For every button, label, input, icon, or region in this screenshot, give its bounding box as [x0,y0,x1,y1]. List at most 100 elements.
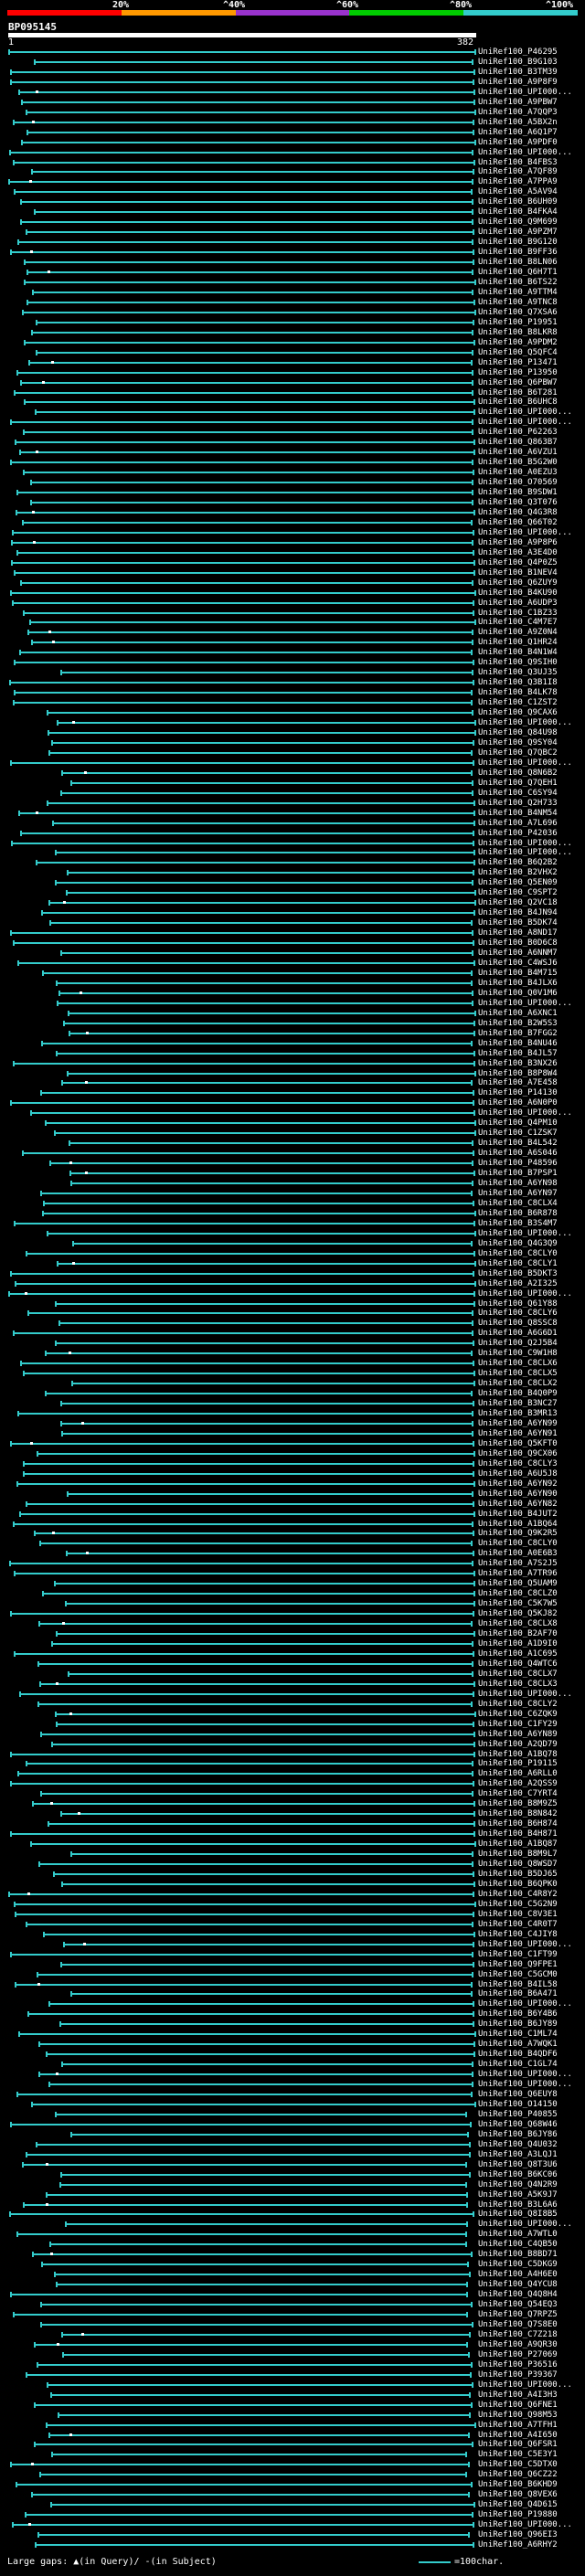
hit-link[interactable]: UniRef100_C5GCM0 [478,1969,558,1979]
hit-link[interactable]: UniRef100_Q6FSR1 [478,2440,558,2450]
hit-link[interactable]: UniRef100_A6N0P0 [478,1098,558,1108]
hit-link[interactable]: UniRef100_P46295 [478,48,558,57]
hit-link[interactable]: UniRef100_C8V3E1 [478,1909,558,1919]
hit-link[interactable]: UniRef100_B9SDW1 [478,488,558,498]
hit-link[interactable]: UniRef100_Q3UJ35 [478,668,558,678]
hit-link[interactable]: UniRef100_C1GL74 [478,2060,558,2070]
hit-link[interactable]: UniRef100_B4L542 [478,1139,558,1149]
hit-link[interactable]: UniRef100_C5E3Y1 [478,2450,558,2460]
hit-link[interactable]: UniRef100_A7PPA9 [478,177,558,187]
hit-link[interactable]: UniRef100_B4M715 [478,968,558,978]
hit-link[interactable]: UniRef100_A7TR96 [478,1569,558,1579]
hit-link[interactable]: UniRef100_P19951 [478,317,558,327]
hit-link[interactable]: UniRef100_A5K9J7 [478,2189,558,2200]
hit-link[interactable]: UniRef100_Q6CZ22 [478,2470,558,2480]
hit-link[interactable]: UniRef100_Q8I8B5 [478,2210,558,2220]
hit-link[interactable]: UniRef100_B4IL58 [478,1979,558,1989]
hit-link[interactable]: UniRef100_A7L696 [478,818,558,828]
hit-link[interactable]: UniRef100_P19880 [478,2510,558,2520]
hit-link[interactable]: UniRef100_A6YN98 [478,1179,558,1189]
hit-link[interactable]: UniRef100_C8CLY2 [478,1699,558,1709]
hit-link[interactable]: UniRef100_A6U5J8 [478,1468,558,1479]
hit-link[interactable]: UniRef100_Q4YCU8 [478,2280,558,2290]
hit-link[interactable]: UniRef100_Q4N2R9 [478,2179,558,2189]
hit-link[interactable]: UniRef100_C8CLY0 [478,1248,558,1258]
hit-link[interactable]: UniRef100_Q5QFC4 [478,347,558,357]
hit-link[interactable]: UniRef100_P13950 [478,367,558,377]
hit-link[interactable]: UniRef100_B6R878 [478,1208,558,1218]
hit-link[interactable]: UniRef100_B4NM54 [478,808,558,818]
hit-link[interactable]: UniRef100_C8CLX6 [478,1359,558,1369]
hit-link[interactable]: UniRef100_Q4D615 [478,2500,558,2510]
hit-link[interactable]: UniRef100_C5DKG9 [478,2260,558,2270]
hit-link[interactable]: UniRef100_UPI000... [478,527,572,537]
hit-link[interactable]: UniRef100_B6Y4B6 [478,2009,558,2019]
hit-link[interactable]: UniRef100_B6H874 [478,1819,558,1829]
hit-link[interactable]: UniRef100_Q9FPE1 [478,1959,558,1969]
hit-link[interactable]: UniRef100_A3LQJ1 [478,2149,558,2159]
hit-link[interactable]: UniRef100_A9TTM4 [478,287,558,297]
hit-link[interactable]: UniRef100_Q9K2R5 [478,1529,558,1539]
hit-link[interactable]: UniRef100_C1ZST2 [478,698,558,708]
hit-link[interactable]: UniRef100_Q4U032 [478,2139,558,2149]
hit-link[interactable]: UniRef100_B8N842 [478,1809,558,1819]
hit-link[interactable]: UniRef100_Q9SIH0 [478,658,558,668]
hit-link[interactable]: UniRef100_UPI000... [478,2220,572,2230]
hit-link[interactable]: UniRef100_A6YN99 [478,1418,558,1428]
hit-link[interactable]: UniRef100_C8CLX2 [478,1379,558,1389]
hit-link[interactable]: UniRef100_C9W1H8 [478,1349,558,1359]
hit-link[interactable]: UniRef100_B8P8W4 [478,1068,558,1078]
hit-link[interactable]: UniRef100_B4JL57 [478,1048,558,1058]
hit-link[interactable]: UniRef100_A0E6B3 [478,1549,558,1559]
hit-link[interactable]: UniRef100_UPI000... [478,998,572,1008]
hit-link[interactable]: UniRef100_C4R0T7 [478,1919,558,1929]
hit-link[interactable]: UniRef100_C4M7E7 [478,618,558,628]
hit-link[interactable]: UniRef100_UPI000... [478,2520,572,2530]
hit-link[interactable]: UniRef100_C8CLY6 [478,1309,558,1319]
hit-link[interactable]: UniRef100_Q6H7T1 [478,268,558,278]
hit-link[interactable]: UniRef100_C5K7W5 [478,1599,558,1609]
hit-link[interactable]: UniRef100_Q98M53 [478,2410,558,2420]
hit-link[interactable]: UniRef100_C8CLX8 [478,1619,558,1629]
hit-link[interactable]: UniRef100_C1FT99 [478,1949,558,1959]
hit-link[interactable]: UniRef100_A6S046 [478,1149,558,1159]
hit-link[interactable]: UniRef100_C8CLX5 [478,1369,558,1379]
hit-link[interactable]: UniRef100_A2QSS9 [478,1779,558,1789]
hit-link[interactable]: UniRef100_A0EZU3 [478,468,558,478]
hit-link[interactable]: UniRef100_Q9CAX6 [478,708,558,718]
hit-link[interactable]: UniRef100_B4NU46 [478,1038,558,1048]
hit-link[interactable]: UniRef100_B7PSP1 [478,1169,558,1179]
hit-link[interactable]: UniRef100_B8M9Z5 [478,1799,558,1809]
hit-link[interactable]: UniRef100_A8ND17 [478,928,558,938]
hit-link[interactable]: UniRef100_B2W5S3 [478,1018,558,1028]
hit-link[interactable]: UniRef100_O14150 [478,2099,558,2109]
hit-link[interactable]: UniRef100_A6YN92 [478,1479,558,1489]
hit-link[interactable]: UniRef100_A7E458 [478,1078,558,1088]
hit-link[interactable]: UniRef100_Q4Q8H4 [478,2290,558,2300]
hit-link[interactable]: UniRef100_P40855 [478,2109,558,2119]
hit-link[interactable]: UniRef100_B1NEV4 [478,567,558,578]
hit-link[interactable]: UniRef100_B8M9L7 [478,1850,558,1860]
hit-link[interactable]: UniRef100_Q863B7 [478,438,558,448]
hit-link[interactable]: UniRef100_A4I650 [478,2430,558,2440]
hit-link[interactable]: UniRef100_B7FGG2 [478,1028,558,1038]
hit-link[interactable]: UniRef100_B6KHD9 [478,2480,558,2490]
hit-link[interactable]: UniRef100_UPI000... [478,758,572,768]
hit-link[interactable]: UniRef100_Q2J5B4 [478,1339,558,1349]
hit-link[interactable]: UniRef100_P13471 [478,357,558,367]
hit-link[interactable]: UniRef100_A9PDF0 [478,137,558,147]
hit-link[interactable]: UniRef100_A6Q1P7 [478,127,558,137]
hit-link[interactable]: UniRef100_UPI000... [478,848,572,858]
hit-link[interactable]: UniRef100_A2QD79 [478,1739,558,1749]
hit-link[interactable]: UniRef100_B9G103 [478,57,558,67]
hit-link[interactable]: UniRef100_P42036 [478,828,558,838]
hit-link[interactable]: UniRef100_P14130 [478,1088,558,1098]
hit-link[interactable]: UniRef100_Q4WTC6 [478,1659,558,1669]
hit-link[interactable]: UniRef100_UPI000... [478,1999,572,2009]
hit-link[interactable]: UniRef100_P39367 [478,2369,558,2380]
hit-link[interactable]: UniRef100_B6T281 [478,387,558,398]
hit-link[interactable]: UniRef100_A6UDP3 [478,598,558,608]
hit-link[interactable]: UniRef100_Q7XSA6 [478,307,558,317]
hit-link[interactable]: UniRef100_P48596 [478,1159,558,1169]
hit-link[interactable]: UniRef100_B3L6A6 [478,2200,558,2210]
